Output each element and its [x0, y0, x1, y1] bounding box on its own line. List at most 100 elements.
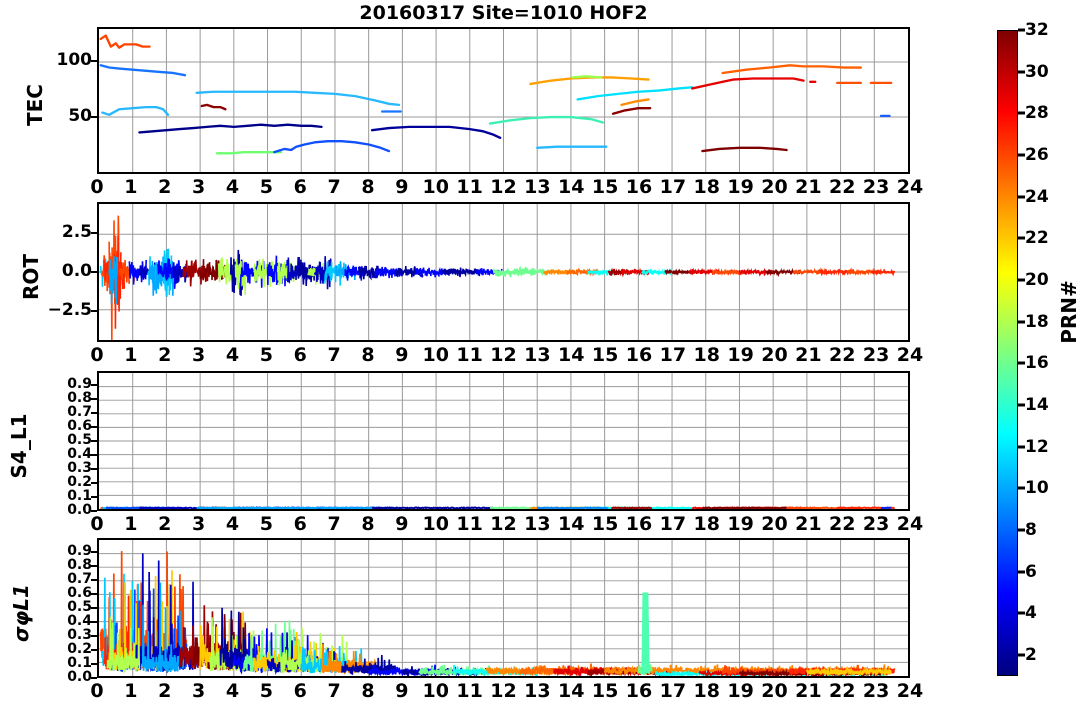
- x-tick-20: 20: [761, 513, 788, 535]
- s4l1-trace-prn-6: [880, 506, 892, 509]
- x-tick-7: 7: [327, 176, 341, 198]
- y-tickmark: [91, 649, 97, 651]
- panel-rot: [97, 202, 910, 342]
- s4l1-gridlines: [99, 373, 908, 509]
- y-tickmark: [91, 510, 97, 512]
- x-ticklabels-tec: 0 1 2 3 4 5 6 7 8 9 10 11 12 13 14 15 16 17 18 19 20 21 22 23 24: [90, 176, 923, 202]
- colorbar-tick-14: 14: [1025, 395, 1049, 416]
- x-tick-4: 4: [225, 680, 240, 702]
- x-tick-5: 5: [259, 344, 273, 366]
- x-tick-24: 24: [896, 680, 924, 702]
- x-tick-4: 4: [225, 176, 240, 198]
- tec-trace-prn-20: [571, 75, 603, 79]
- y-tickmark: [91, 468, 97, 470]
- y-tick-s4_l1-0.9: 0.9: [67, 376, 92, 392]
- x-tick-12: 12: [490, 176, 517, 198]
- colorbar-tickmark: [1018, 320, 1025, 324]
- x-tick-13: 13: [524, 344, 551, 366]
- x-tick-10: 10: [422, 176, 449, 198]
- x-tick-2: 2: [158, 680, 172, 702]
- x-tick-18: 18: [693, 513, 720, 535]
- rot-trace-prn-27: [870, 267, 896, 277]
- x-tick-15: 15: [591, 344, 619, 366]
- tec-trace-prn-11: [101, 105, 170, 116]
- x-tick-16: 16: [625, 680, 653, 702]
- y-tickmark: [91, 426, 97, 428]
- s4l1-trace-prn-2: [372, 506, 501, 509]
- x-tick-9: 9: [395, 680, 409, 702]
- rot-trace-prn-10: [108, 255, 119, 304]
- y-tick-sigma_phi_l1-0.8: 0.8: [67, 557, 92, 573]
- y-tick-sigma_phi_l1-0.1: 0.1: [67, 655, 92, 671]
- x-tick-8: 8: [361, 176, 375, 198]
- tec-trace-prn-18: [215, 150, 283, 155]
- sigmaphi-data: [99, 551, 896, 676]
- x-tick-8: 8: [361, 680, 375, 702]
- colorbar-tickmark: [1018, 445, 1025, 449]
- tec-trace-prn-26: [99, 34, 151, 49]
- y-tick-s4_l1-0.1: 0.1: [67, 488, 92, 504]
- x-tick-19: 19: [727, 344, 754, 366]
- sigmaphi-spike-prn-15: [641, 592, 650, 675]
- colorbar-tick-24: 24: [1025, 186, 1049, 207]
- y-tick-sigma_phi_l1-0.9: 0.9: [67, 543, 92, 559]
- colorbar-tick-16: 16: [1025, 353, 1049, 374]
- s4l1-trace-prn-9: [536, 506, 609, 509]
- y-tickmark: [91, 496, 97, 498]
- tec-trace-prn-31: [611, 107, 652, 115]
- y-tickmark: [91, 565, 97, 567]
- x-tick-22: 22: [829, 513, 856, 535]
- x-tick-11: 11: [456, 176, 483, 198]
- x-tick-24: 24: [896, 176, 924, 198]
- colorbar-tick-30: 30: [1025, 61, 1049, 82]
- y-tickmark: [91, 384, 97, 386]
- tec-trace-prn-16: [488, 115, 605, 125]
- x-tick-13: 13: [524, 513, 551, 535]
- x-tick-13: 13: [524, 176, 551, 198]
- x-tick-11: 11: [456, 680, 483, 702]
- rot-trace-prn-5: [157, 258, 181, 289]
- x-tick-7: 7: [327, 513, 341, 535]
- s4l1-trace-prn-10: [196, 506, 400, 509]
- colorbar-tick-32: 32: [1025, 20, 1049, 40]
- x-tick-10: 10: [422, 344, 449, 366]
- colorbar-tickmark: [1018, 528, 1025, 532]
- s4l1-data: [99, 506, 896, 509]
- x-tick-21: 21: [795, 513, 822, 535]
- x-tick-20: 20: [761, 680, 788, 702]
- colorbar-tick-2: 2: [1025, 645, 1037, 666]
- x-tick-14: 14: [558, 513, 585, 535]
- y-tick-rot-2.5: 2.5: [61, 222, 92, 243]
- y-tickmark: [91, 309, 97, 312]
- colorbar-label: PRN#: [1057, 280, 1077, 344]
- x-tick-16: 16: [625, 344, 653, 366]
- x-tick-2: 2: [158, 344, 172, 366]
- x-tick-1: 1: [124, 176, 138, 198]
- colorbar-tick-8: 8: [1025, 520, 1037, 541]
- x-tick-14: 14: [558, 176, 585, 198]
- tec-trace-prn-10: [195, 90, 401, 107]
- x-tick-4: 4: [225, 513, 240, 535]
- x-tick-17: 17: [659, 680, 687, 702]
- y-tick-s4_l1-0.6: 0.6: [67, 418, 92, 434]
- panel-sigmaphi-l1: [97, 538, 910, 678]
- x-tick-22: 22: [829, 680, 856, 702]
- tec-plot-area: [97, 27, 910, 174]
- x-tick-17: 17: [659, 176, 687, 198]
- x-tick-21: 21: [795, 344, 822, 366]
- y-tick-s4_l1-0.8: 0.8: [67, 390, 92, 406]
- y-tick-sigma_phi_l1-0.7: 0.7: [67, 571, 92, 587]
- sigmaphi-trace-prn-10: [141, 582, 185, 673]
- y-tickmark: [91, 59, 97, 62]
- x-tick-7: 7: [327, 680, 341, 702]
- y-tickmark: [91, 232, 97, 235]
- x-tick-3: 3: [192, 176, 206, 198]
- x-tick-10: 10: [422, 680, 449, 702]
- x-tick-0: 0: [90, 176, 104, 198]
- x-tick-18: 18: [693, 344, 720, 366]
- sigmaphi-gridlines: [99, 540, 908, 676]
- x-ticklabels-sigmaphi: 0 1 2 3 4 5 6 7 8 9 10 11 12 13 14 15 16 17 18 19 20 21 22 23 24: [90, 680, 923, 706]
- x-tick-1: 1: [124, 513, 138, 535]
- x-tick-9: 9: [395, 513, 409, 535]
- x-tick-15: 15: [591, 176, 619, 198]
